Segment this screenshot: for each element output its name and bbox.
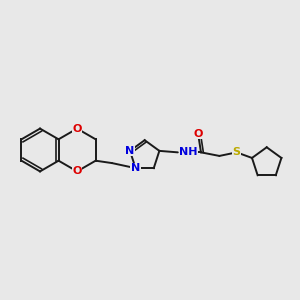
Text: O: O <box>72 167 82 176</box>
Text: N: N <box>125 146 135 156</box>
Text: O: O <box>194 129 203 139</box>
Text: N: N <box>131 163 140 173</box>
Text: S: S <box>232 147 241 158</box>
Text: NH: NH <box>179 147 198 158</box>
Text: O: O <box>72 124 82 134</box>
